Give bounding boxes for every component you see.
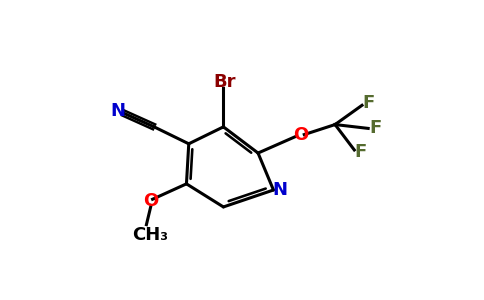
Text: N: N <box>110 103 125 121</box>
Text: F: F <box>369 119 381 137</box>
Text: F: F <box>354 143 366 161</box>
Text: N: N <box>272 181 287 199</box>
Text: O: O <box>143 192 159 210</box>
Text: O: O <box>293 126 308 144</box>
Text: F: F <box>362 94 374 112</box>
Text: Br: Br <box>214 73 236 91</box>
Text: CH₃: CH₃ <box>132 226 168 244</box>
